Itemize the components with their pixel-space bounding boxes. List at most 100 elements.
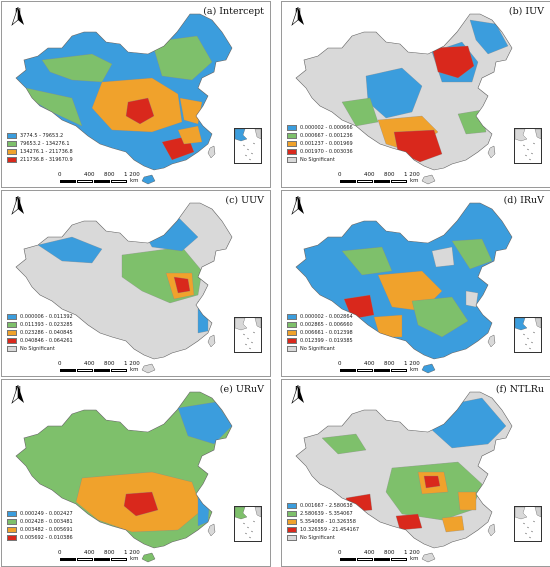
map-region (469, 19, 509, 55)
legend-swatch (287, 338, 297, 344)
legend-label: 134276.1 - 211736.8 (20, 149, 73, 155)
legend-item: 10.326359 - 21.454167 (287, 526, 359, 534)
map-region (197, 489, 211, 527)
legend-swatch (287, 503, 297, 509)
map-region (423, 475, 441, 489)
map-region (411, 296, 469, 338)
legend-swatch (287, 157, 297, 163)
scale-segment (340, 558, 356, 561)
scale-tick-label: 1 200 (404, 550, 420, 556)
legend-label: 0.000002 - 0.002864 (300, 314, 353, 320)
country-border (15, 391, 233, 549)
scale-unit: km (130, 367, 139, 373)
map-region (451, 238, 493, 270)
scale-tick-label: 1 200 (404, 361, 420, 367)
legend-swatch (287, 141, 297, 147)
scale-tick-label: 800 (384, 550, 395, 556)
legend-label: No Significant (300, 346, 335, 352)
north-arrow: N (291, 7, 305, 26)
map-region (177, 401, 232, 445)
map-region (431, 246, 455, 268)
panel-title: (c) UUV (225, 195, 264, 206)
scale-segment (391, 558, 407, 561)
scale-segment (374, 369, 390, 372)
legend-swatch (7, 314, 17, 320)
legend-item: No Significant (287, 534, 359, 542)
legend: 0.000249 - 0.002427 0.002428 - 0.003481 0.… (7, 510, 73, 542)
north-arrow: N (11, 196, 25, 215)
scale-segment (94, 558, 110, 561)
legend-swatch (7, 157, 17, 163)
map-region (177, 125, 203, 145)
legend-label: No Significant (300, 157, 335, 163)
country-border (295, 202, 513, 360)
map-region (125, 97, 155, 125)
scale-unit: km (130, 178, 139, 184)
legend-item: No Significant (287, 156, 353, 164)
panel-title: (a) Intercept (203, 6, 264, 17)
country-border (295, 13, 513, 171)
scale-bar: 0 400 800 1 200 km (58, 550, 156, 563)
scale-tick-label: 800 (104, 361, 115, 367)
legend-swatch (7, 535, 17, 541)
legend-item: 0.002428 - 0.003481 (7, 518, 73, 526)
legend-item: 0.001970 - 0.003036 (287, 148, 353, 156)
legend-item: No Significant (7, 345, 73, 353)
legend-label: 0.001237 - 0.001969 (300, 141, 353, 147)
scale-tick-label: 1 200 (404, 172, 420, 178)
legend-item: 0.000006 - 0.011392 (7, 313, 73, 321)
north-arrow: N (11, 385, 25, 404)
china-map (15, 202, 233, 374)
scale-segment (340, 180, 356, 183)
north-arrow-icon (11, 385, 24, 404)
panel-title: (f) NTLRu (495, 384, 544, 395)
scale-bar: 0 400 800 1 200 km (58, 361, 156, 374)
legend-label: 3774.5 - 79653.2 (20, 133, 64, 139)
scale-unit: km (410, 178, 419, 184)
legend-item: 0.040846 - 0.064261 (7, 337, 73, 345)
china-map (15, 391, 233, 563)
legend-item: 0.023286 - 0.040845 (7, 329, 73, 337)
scale-tick-label: 0 (338, 361, 342, 367)
legend-swatch (287, 535, 297, 541)
legend-label: 0.002865 - 0.006660 (300, 322, 353, 328)
scale-bar: 0 400 800 1 200 km (338, 550, 436, 563)
scale-segment (77, 558, 93, 561)
scale-tick-label: 0 (58, 361, 62, 367)
scale-segment (357, 558, 373, 561)
map-panel-intercept: (a) Intercept N 3774.5 - 79653.2 79653.2 -… (1, 1, 271, 188)
country-border (295, 391, 513, 549)
scale-tick-label: 400 (84, 361, 95, 367)
taiwan-island (487, 145, 496, 159)
legend-label: 2.580639 - 5.354067 (300, 511, 353, 517)
map-region (465, 290, 479, 308)
legend: 0.000002 - 0.000666 0.000667 - 0.001236 0.… (287, 124, 353, 164)
taiwan-island (207, 334, 216, 348)
china-map (15, 13, 233, 185)
scale-segment (77, 369, 93, 372)
map-region (341, 97, 379, 127)
scale-tick-label: 0 (338, 172, 342, 178)
scale-segment (94, 369, 110, 372)
legend-label: 0.006661 - 0.012398 (300, 330, 353, 336)
legend: 0.000002 - 0.002864 0.002865 - 0.006660 0.… (287, 313, 353, 353)
map-region (173, 276, 191, 294)
legend-item: 0.001667 - 2.580638 (287, 502, 359, 510)
legend-label: 0.001667 - 2.580638 (300, 503, 353, 509)
legend: 3774.5 - 79653.2 79653.2 - 134276.1 134276… (7, 132, 73, 164)
legend-swatch (287, 346, 297, 352)
map-panel-iruv: (d) IRuV N 0.000002 - 0.002864 0.002865 - … (281, 190, 550, 377)
china-map (295, 202, 513, 374)
scale-tick-label: 0 (58, 172, 62, 178)
legend-label: 0.002428 - 0.003481 (20, 519, 73, 525)
panel-title: (e) URuV (219, 384, 264, 395)
legend-swatch (287, 519, 297, 525)
legend-label: 0.040846 - 0.064261 (20, 338, 73, 344)
scale-segment (60, 180, 76, 183)
legend-item: 134276.1 - 211736.8 (7, 148, 73, 156)
hainan-island (421, 363, 436, 374)
legend-item: 5.354068 - 10.326358 (287, 518, 359, 526)
scale-tick-label: 0 (58, 550, 62, 556)
legend-item: 0.000002 - 0.002864 (287, 313, 353, 321)
legend-swatch (287, 511, 297, 517)
